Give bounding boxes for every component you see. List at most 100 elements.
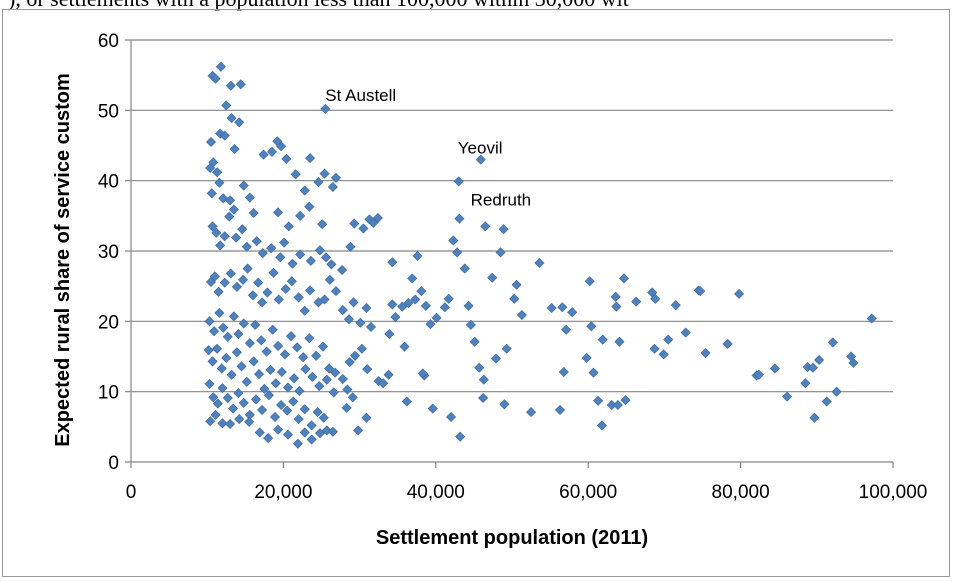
data-point	[827, 337, 838, 348]
data-point	[213, 286, 224, 297]
data-point	[501, 343, 512, 354]
data-point	[597, 334, 608, 345]
data-point	[358, 223, 369, 234]
axes	[125, 39, 894, 468]
data-point	[498, 224, 509, 235]
annotation-label: Redruth	[471, 190, 531, 209]
data-point	[305, 255, 316, 266]
data-point	[866, 313, 877, 324]
data-point	[348, 297, 359, 308]
data-point	[283, 221, 294, 232]
data-point	[425, 319, 436, 330]
data-point	[401, 396, 412, 407]
y-tick-label: 10	[98, 383, 119, 404]
data-point	[295, 210, 306, 221]
data-point	[586, 321, 597, 332]
data-point	[295, 249, 306, 260]
data-point-annotated	[453, 176, 464, 187]
data-point	[814, 354, 825, 366]
data-point	[242, 263, 253, 274]
data-point	[288, 396, 299, 407]
data-point	[238, 318, 249, 329]
data-point	[276, 400, 287, 411]
data-point	[319, 294, 330, 305]
data-point	[218, 322, 229, 333]
data-point	[341, 402, 352, 413]
data-point	[263, 390, 274, 401]
data-point	[224, 211, 235, 222]
data-point	[228, 311, 239, 322]
data-point	[495, 247, 506, 258]
data-point	[387, 299, 398, 310]
y-axis-label: Expected rural share of service custom	[52, 73, 74, 447]
data-point	[233, 328, 244, 340]
data-point	[248, 356, 259, 367]
data-point	[355, 317, 366, 328]
data-point	[250, 319, 261, 330]
data-point	[557, 302, 568, 313]
data-point	[452, 247, 463, 258]
data-point	[238, 180, 249, 191]
x-tick-label: 0	[126, 482, 137, 503]
data-point	[214, 307, 225, 318]
data-point	[321, 252, 332, 263]
data-point	[273, 207, 284, 218]
data-point	[273, 294, 284, 305]
data-point	[478, 392, 489, 404]
data-point	[305, 285, 316, 296]
data-point	[225, 195, 236, 206]
data-point	[848, 357, 859, 368]
data-point	[228, 204, 239, 215]
data-point	[282, 382, 293, 393]
data-point	[596, 420, 607, 431]
data-point	[208, 157, 219, 168]
data-point	[253, 277, 264, 288]
data-point	[321, 374, 332, 385]
data-point	[328, 387, 339, 398]
data-point	[317, 341, 329, 352]
y-tick-labels: 0 10 20 30 40 50 60	[98, 31, 119, 474]
data-point	[345, 241, 356, 252]
data-point	[300, 364, 311, 375]
data-point	[210, 73, 221, 84]
data-point	[384, 328, 395, 340]
data-point	[353, 425, 364, 436]
data-point	[247, 290, 258, 301]
data-point	[319, 168, 330, 179]
data-point	[403, 298, 414, 309]
data-point	[222, 331, 233, 342]
y-tick-label: 50	[98, 101, 119, 122]
data-point	[782, 391, 793, 402]
data-point	[459, 263, 470, 274]
data-point	[244, 338, 255, 349]
data-point	[663, 334, 674, 345]
data-point	[299, 427, 310, 438]
data-point	[347, 392, 358, 403]
data-point	[511, 279, 522, 290]
data-point	[327, 426, 338, 437]
data-point	[268, 267, 279, 278]
data-point	[210, 409, 221, 420]
data-point	[330, 286, 342, 297]
data-point	[330, 172, 342, 183]
data-point	[293, 414, 304, 425]
data-point	[214, 177, 225, 188]
x-axis-label: Settlement population (2011)	[376, 527, 648, 549]
data-point	[259, 383, 270, 394]
y-tick-label: 0	[108, 453, 119, 474]
data-point	[620, 395, 631, 406]
data-point	[337, 373, 348, 385]
data-point	[207, 356, 218, 367]
data-point	[304, 201, 315, 212]
data-point	[248, 207, 259, 219]
data-point	[378, 378, 389, 389]
data-point	[412, 250, 423, 261]
data-point	[270, 378, 281, 389]
x-tick-label: 60,000	[559, 482, 617, 503]
data-point	[554, 404, 566, 415]
data-point	[209, 326, 220, 337]
data-point	[509, 293, 520, 304]
data-point	[324, 363, 335, 374]
data-point	[266, 243, 277, 254]
